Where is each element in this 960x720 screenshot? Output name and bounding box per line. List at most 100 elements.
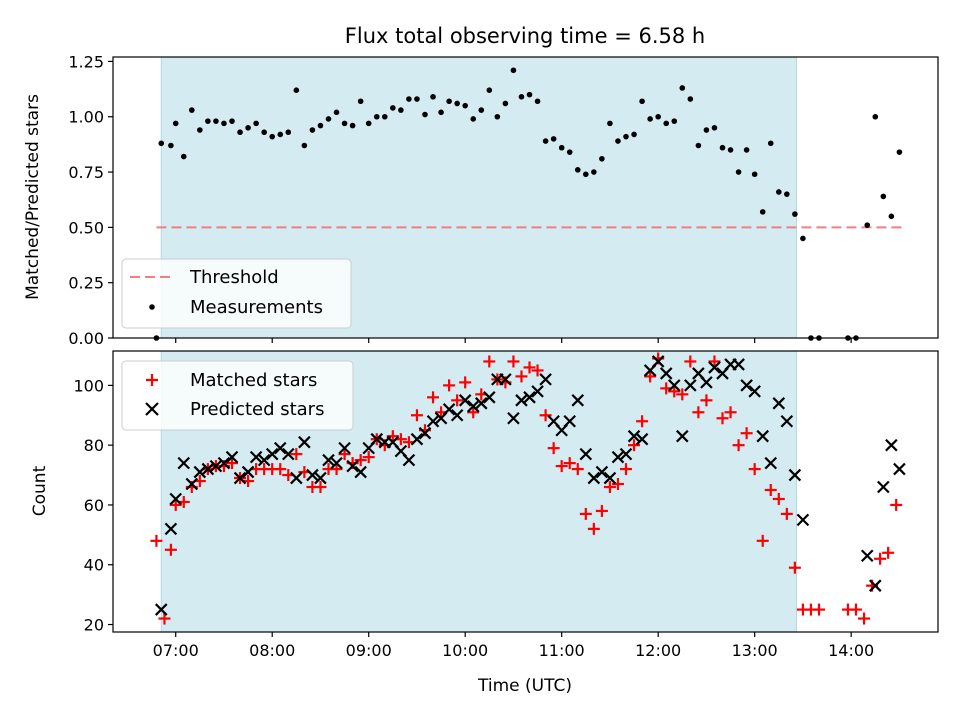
predicted-star-point <box>764 456 778 470</box>
legend-measurements-swatch <box>149 304 155 310</box>
measurement-point <box>623 133 629 140</box>
predicted-star-point <box>217 456 231 470</box>
measurement-point <box>197 127 203 133</box>
bottom-x-ticks: 07:00 08:00 09:00 10:00 11:00 12:00 13:00 14:00 <box>153 632 874 660</box>
measurement-point <box>615 138 621 144</box>
x-tick-label: 09:00 <box>346 641 392 660</box>
matched-star-point <box>587 522 600 535</box>
predicted-star-point <box>667 379 681 392</box>
matched-star-point <box>164 543 177 556</box>
top-panel: 0.00 0.25 0.50 0.75 1.00 1.25 Matched/Predict… <box>23 52 939 348</box>
top-y-tick-label: 0.25 <box>68 274 104 293</box>
predicted-star-point <box>354 465 367 479</box>
matched-star-point <box>756 534 769 547</box>
matched-star-point <box>467 406 480 419</box>
measurement-point <box>245 125 251 131</box>
predicted-star-point <box>603 471 617 485</box>
measurement-point <box>800 235 806 242</box>
matched-star-point <box>724 406 737 419</box>
x-tick-label: 11:00 <box>539 641 585 660</box>
bottom-y-tick-label: 80 <box>84 436 104 455</box>
matched-star-point <box>459 376 472 389</box>
predicted-star-point <box>177 456 191 470</box>
x-tick-label: 13:00 <box>732 641 778 660</box>
predicted-star-point <box>154 603 168 616</box>
predicted-star-point <box>595 465 609 479</box>
matched-star-point <box>890 498 903 511</box>
top-y-tick-label: 0.75 <box>68 163 104 182</box>
predicted-star-point <box>579 447 593 461</box>
measurement-point <box>518 94 525 100</box>
matched-star-point <box>579 507 592 520</box>
predicted-star-point <box>282 447 295 461</box>
predicted-star-point <box>523 391 536 404</box>
measurement-point <box>158 140 165 147</box>
predicted-star-point <box>772 397 786 410</box>
predicted-star-point <box>474 397 488 410</box>
matched-star-point <box>547 442 560 455</box>
measurement-point <box>872 113 879 120</box>
measurement-point <box>478 107 485 113</box>
measurement-point <box>406 96 412 102</box>
measurement-point <box>759 209 766 215</box>
matched-star-point <box>849 603 862 616</box>
measurement-point <box>864 222 871 228</box>
measurement-point <box>180 153 187 160</box>
matched-star-point <box>732 439 745 452</box>
predicted-star-point <box>877 480 890 494</box>
predicted-star-point <box>185 477 199 491</box>
matched-star-point <box>603 481 616 494</box>
matched-star-point <box>571 463 584 476</box>
matched-star-point <box>483 355 496 368</box>
matched-star-point <box>158 612 171 625</box>
measurement-point <box>317 122 324 129</box>
measurement-point <box>679 85 686 91</box>
predicted-star-point <box>306 468 319 482</box>
bottom-axes-frame <box>112 350 939 633</box>
measurement-point <box>703 127 710 133</box>
measurement-point <box>566 149 573 155</box>
matched-star-point <box>563 457 576 470</box>
predicted-star-point <box>860 549 874 563</box>
predicted-star-point <box>169 492 182 506</box>
measurement-point <box>607 120 613 127</box>
measurement-point <box>502 100 509 107</box>
bottom-y-axis-label: Count <box>30 465 50 516</box>
measurement-point <box>333 109 340 116</box>
predicted-star-point <box>571 394 585 407</box>
measurement-point <box>599 155 605 162</box>
predicted-star-point <box>346 459 359 473</box>
predicted-star-point <box>209 459 223 473</box>
predicted-star-point <box>483 391 496 404</box>
predicted-star-point <box>780 414 794 428</box>
measurement-point <box>639 98 645 105</box>
measurement-point <box>309 127 316 133</box>
matched-star-point <box>362 451 375 464</box>
measurement-point <box>631 131 637 138</box>
measurement-point <box>695 142 702 149</box>
predicted-star-point <box>265 447 279 461</box>
measurement-point <box>558 144 565 151</box>
measurement-point <box>269 133 276 140</box>
matched-star-point <box>290 448 303 461</box>
bottom-y-tick-label: 20 <box>84 616 104 635</box>
matched-star-point <box>788 561 801 574</box>
matched-star-point <box>684 355 697 368</box>
measurement-point <box>213 118 219 124</box>
measurement-point <box>293 87 300 93</box>
predicted-star-point <box>515 394 528 407</box>
legend-matched-swatch <box>146 374 158 386</box>
top-y-tick-label: 1.00 <box>68 108 104 127</box>
predicted-star-point <box>684 379 697 392</box>
predicted-star-point <box>322 453 335 467</box>
measurement-point <box>454 100 460 107</box>
matched-star-point <box>169 498 182 511</box>
predicted-star-point <box>651 355 665 368</box>
matched-star-point <box>882 546 895 559</box>
predicted-star-point <box>869 579 882 592</box>
measurement-point <box>229 118 235 124</box>
measurement-point <box>357 98 364 105</box>
legend-predicted-swatch <box>145 402 159 416</box>
predicted-star-point <box>442 403 456 416</box>
top-legend: Threshold Measurements <box>121 258 352 329</box>
